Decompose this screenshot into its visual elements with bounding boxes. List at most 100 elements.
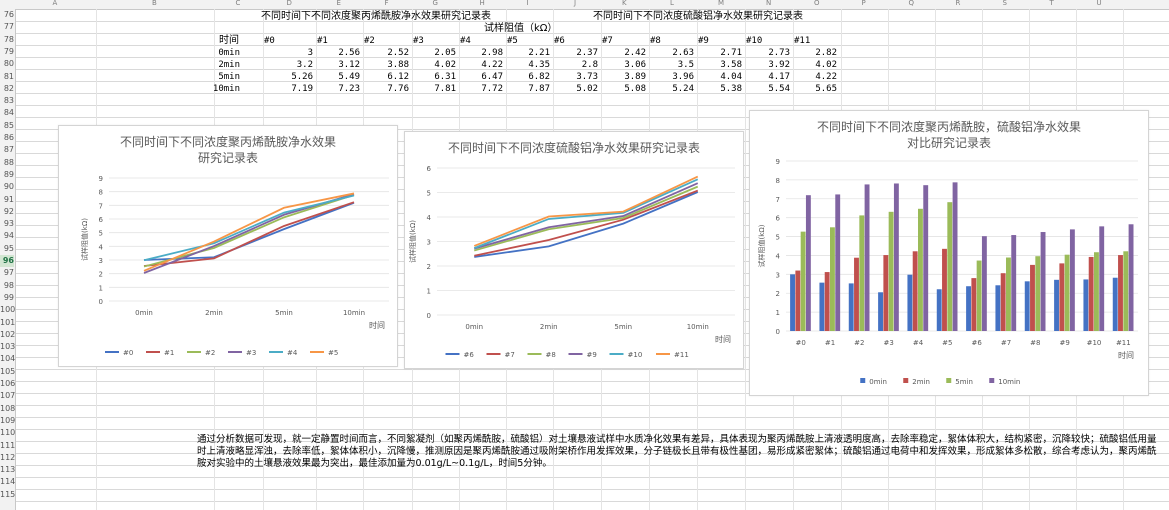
table-value-cell[interactable]: 5.49	[338, 72, 360, 82]
column-letter[interactable]: O	[814, 0, 820, 7]
column-letter[interactable]: D	[286, 0, 292, 7]
row-number[interactable]: 77	[3, 22, 14, 32]
row-number[interactable]: 87	[3, 145, 14, 155]
table-value-cell[interactable]: 2.8	[581, 60, 598, 70]
table-value-cell[interactable]: 4.22	[815, 72, 837, 82]
row-number[interactable]: 104	[0, 354, 16, 364]
row-number[interactable]: 108	[0, 403, 16, 413]
row-number[interactable]: 88	[3, 157, 14, 167]
row-number[interactable]: 107	[0, 391, 16, 401]
row-number[interactable]: 99	[3, 292, 14, 302]
row-number[interactable]: 114	[0, 477, 16, 487]
column-letter[interactable]: F	[384, 0, 389, 7]
table-value-cell[interactable]: 4.02	[815, 60, 837, 70]
table-time-label[interactable]: 10min	[212, 84, 240, 94]
row-number[interactable]: 78	[3, 34, 14, 44]
row-number[interactable]: 93	[3, 219, 14, 229]
row-number[interactable]: 92	[3, 206, 14, 216]
table-value-cell[interactable]: 3.2	[296, 60, 313, 70]
table-value-cell[interactable]: 2.21	[528, 48, 550, 58]
table-sample-header[interactable]: #7	[602, 36, 613, 46]
table-value-cell[interactable]: 7.81	[434, 84, 456, 94]
table-time-label[interactable]: 2min	[218, 60, 240, 70]
column-letter[interactable]: G	[432, 0, 438, 7]
analysis-note[interactable]: 通过分析数据可发现，就一定静置时间而言，不同絮凝剂（如聚丙烯酰胺，硫酸铝）对土壤…	[197, 434, 1157, 469]
table-value-cell[interactable]: 3.88	[387, 60, 409, 70]
table-value-cell[interactable]: 3.96	[672, 72, 694, 82]
table-value-cell[interactable]: 4.04	[720, 72, 742, 82]
table-value-cell[interactable]: 2.82	[815, 48, 837, 58]
table-sample-header[interactable]: #9	[698, 36, 709, 46]
table-value-cell[interactable]: 5.54	[768, 84, 790, 94]
table-value-cell[interactable]: 2.52	[387, 48, 409, 58]
table-value-cell[interactable]: 3.5	[677, 60, 694, 70]
table-value-cell[interactable]: 4.22	[481, 60, 503, 70]
table-value-cell[interactable]: 7.87	[528, 84, 550, 94]
row-number[interactable]: 95	[3, 243, 14, 253]
column-letter[interactable]: B	[152, 0, 157, 7]
table-sample-header[interactable]: #0	[264, 36, 275, 46]
table-value-cell[interactable]: 6.31	[434, 72, 456, 82]
row-number[interactable]: 90	[3, 182, 14, 192]
table-time-label[interactable]: 5min	[218, 72, 240, 82]
column-letter[interactable]: A	[52, 0, 58, 7]
table-value-cell[interactable]: 3	[307, 48, 313, 58]
table-sample-header[interactable]: #4	[460, 36, 471, 46]
table-title-aluminum-sulfate[interactable]: 不同时间下不同浓度硫酸铝净水效果研究记录表	[593, 11, 803, 22]
row-number[interactable]: 111	[0, 440, 16, 450]
table-value-cell[interactable]: 7.19	[291, 84, 313, 94]
column-letter[interactable]: L	[670, 0, 674, 7]
table-sample-header[interactable]: #8	[650, 36, 661, 46]
table-value-cell[interactable]: 6.47	[481, 72, 503, 82]
table-value-cell[interactable]: 5.38	[720, 84, 742, 94]
row-number[interactable]: 109	[0, 415, 16, 425]
row-number[interactable]: 84	[3, 108, 14, 118]
table-time-label[interactable]: 0min	[218, 48, 240, 58]
column-header-bar[interactable]	[0, 0, 1169, 10]
table-sample-header[interactable]: #10	[746, 36, 763, 46]
row-number[interactable]: 94	[3, 231, 14, 241]
table-value-cell[interactable]: 5.08	[624, 84, 646, 94]
row-number[interactable]: 85	[3, 120, 14, 130]
row-number[interactable]: 96	[0, 255, 14, 267]
table-value-cell[interactable]: 4.35	[528, 60, 550, 70]
table-value-cell[interactable]: 5.26	[291, 72, 313, 82]
column-letter[interactable]: E	[336, 0, 341, 7]
table-header-time[interactable]: 时间	[219, 35, 239, 46]
row-number[interactable]: 106	[0, 379, 16, 388]
chart-polyacrylamide[interactable]: 不同时间下不同浓度聚丙烯酰胺净水效果 研究记录表 0 1 2 3 4 5 6 7 8 9 试样阻值(kΩ…	[58, 125, 398, 367]
row-number[interactable]: 86	[3, 133, 14, 142]
table-value-cell[interactable]: 2.37	[576, 48, 598, 58]
row-number[interactable]: 79	[3, 46, 14, 56]
column-letter[interactable]: R	[955, 0, 961, 7]
table-sample-header[interactable]: #2	[364, 36, 375, 46]
row-number[interactable]: 80	[3, 59, 14, 69]
table-sample-header[interactable]: #1	[317, 36, 328, 46]
chart-aluminum-sulfate[interactable]: 不同时间下不同浓度硫酸铝净水效果研究记录表 0 1 2 3 4 5 6 试样阻值(kΩ) 时间 0m…	[404, 131, 744, 369]
table-value-cell[interactable]: 7.72	[481, 84, 503, 94]
table-value-cell[interactable]: 3.12	[338, 60, 360, 70]
column-letter[interactable]: Q	[908, 0, 915, 7]
table-value-cell[interactable]: 2.98	[481, 48, 503, 58]
table-value-cell[interactable]: 7.23	[338, 84, 360, 94]
table-value-cell[interactable]: 6.82	[528, 72, 550, 82]
table-subtitle-resistance[interactable]: 试样阻值（kΩ）	[484, 23, 558, 34]
table-value-cell[interactable]: 2.73	[768, 48, 790, 58]
row-number[interactable]: 103	[0, 342, 16, 352]
column-letter[interactable]: M	[718, 0, 725, 7]
row-number[interactable]: 105	[0, 366, 16, 376]
row-number[interactable]: 89	[3, 169, 14, 179]
row-number[interactable]: 110	[0, 428, 16, 438]
row-number[interactable]: 82	[3, 83, 14, 93]
table-sample-header[interactable]: #5	[507, 36, 518, 46]
column-letter[interactable]: P	[861, 0, 866, 7]
table-value-cell[interactable]: 3.06	[624, 60, 646, 70]
row-number[interactable]: 98	[3, 280, 14, 290]
table-value-cell[interactable]: 2.63	[672, 48, 694, 58]
table-value-cell[interactable]: 3.92	[768, 60, 790, 70]
table-value-cell[interactable]: 3.73	[576, 72, 598, 82]
table-value-cell[interactable]: 5.02	[576, 84, 598, 94]
chart-comparison[interactable]: 不同时间下不同浓度聚丙烯酰胺，硫酸铝净水效果 对比研究记录表 0 1 2 3 4 5 6 7 8 9 试…	[749, 110, 1149, 396]
column-letter[interactable]: N	[766, 0, 772, 7]
table-value-cell[interactable]: 7.76	[387, 84, 409, 94]
